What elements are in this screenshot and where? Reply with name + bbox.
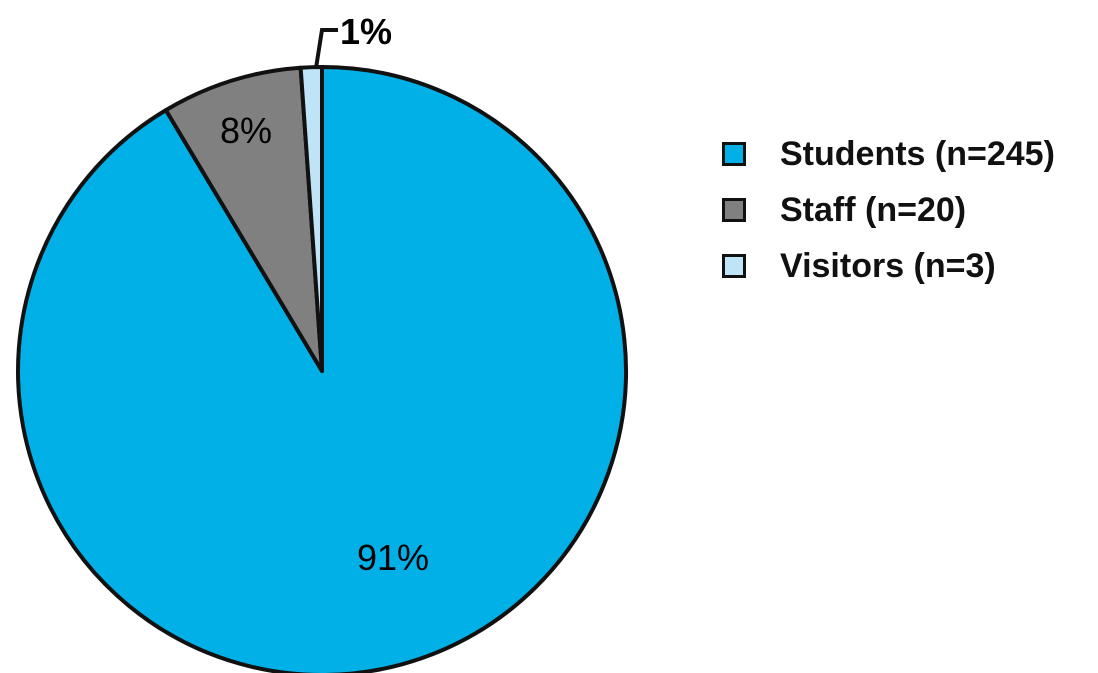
legend-swatch-staff <box>722 198 746 222</box>
visitors-leader-line <box>314 28 338 69</box>
visitors-percent-label: 1% <box>340 11 392 52</box>
legend-label-students: Students (n=245) <box>780 134 1055 173</box>
legend-item-staff: Staff (n=20) <box>722 182 1092 238</box>
legend-item-visitors: Visitors (n=3) <box>722 238 1092 294</box>
legend-label-staff: Staff (n=20) <box>780 190 967 229</box>
legend: Students (n=245) Staff (n=20) Visitors (… <box>722 126 1092 294</box>
pie-slices <box>16 65 628 673</box>
legend-swatch-visitors <box>722 254 746 278</box>
students-percent-label: 91% <box>357 537 429 578</box>
pie-slice-staff <box>163 65 324 373</box>
legend-swatch-students <box>722 142 746 166</box>
legend-item-students: Students (n=245) <box>722 126 1092 182</box>
legend-label-visitors: Visitors (n=3) <box>780 246 996 285</box>
staff-percent-label: 8% <box>220 110 272 151</box>
pie-slice-visitors <box>298 65 324 373</box>
